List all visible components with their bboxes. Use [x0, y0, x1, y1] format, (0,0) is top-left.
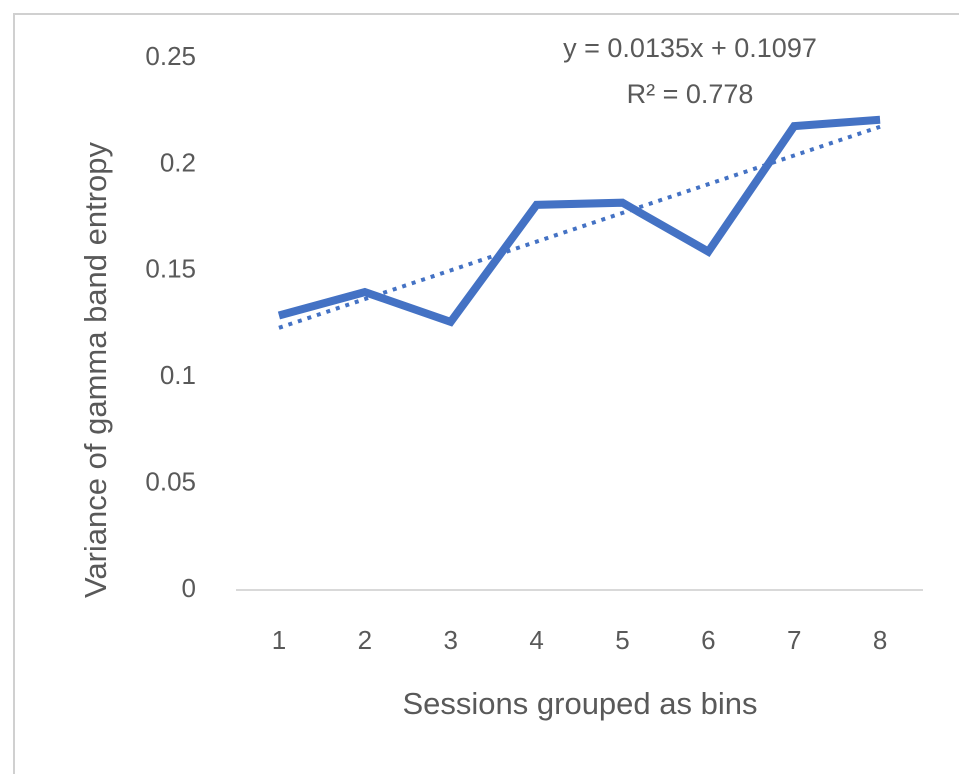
x-tick-label: 4 [529, 625, 543, 655]
trendline-equation: y = 0.0135x + 0.1097 [563, 33, 817, 63]
data-line [277, 115, 881, 327]
y-tick-label: 0.15 [145, 254, 196, 284]
chart-border [13, 13, 959, 774]
y-tick-label: 0 [182, 573, 196, 603]
x-tick-label: 3 [443, 625, 457, 655]
trendline-r-squared: R² = 0.778 [627, 79, 754, 109]
x-axis-label: Sessions grouped as bins [402, 686, 757, 721]
x-tick-label: 5 [615, 625, 629, 655]
y-axis-label: Variance of gamma band entropy [78, 141, 113, 598]
x-tick-label: 2 [358, 625, 372, 655]
x-tick-label: 8 [873, 625, 887, 655]
x-tick-label: 1 [272, 625, 286, 655]
x-tick-label: 7 [787, 625, 801, 655]
y-tick-label: 0.2 [160, 147, 196, 177]
y-tick-label: 0.05 [145, 466, 196, 496]
x-tick-label: 6 [701, 625, 715, 655]
y-tick-label: 0.25 [145, 41, 196, 71]
y-tick-label: 0.1 [160, 360, 196, 390]
